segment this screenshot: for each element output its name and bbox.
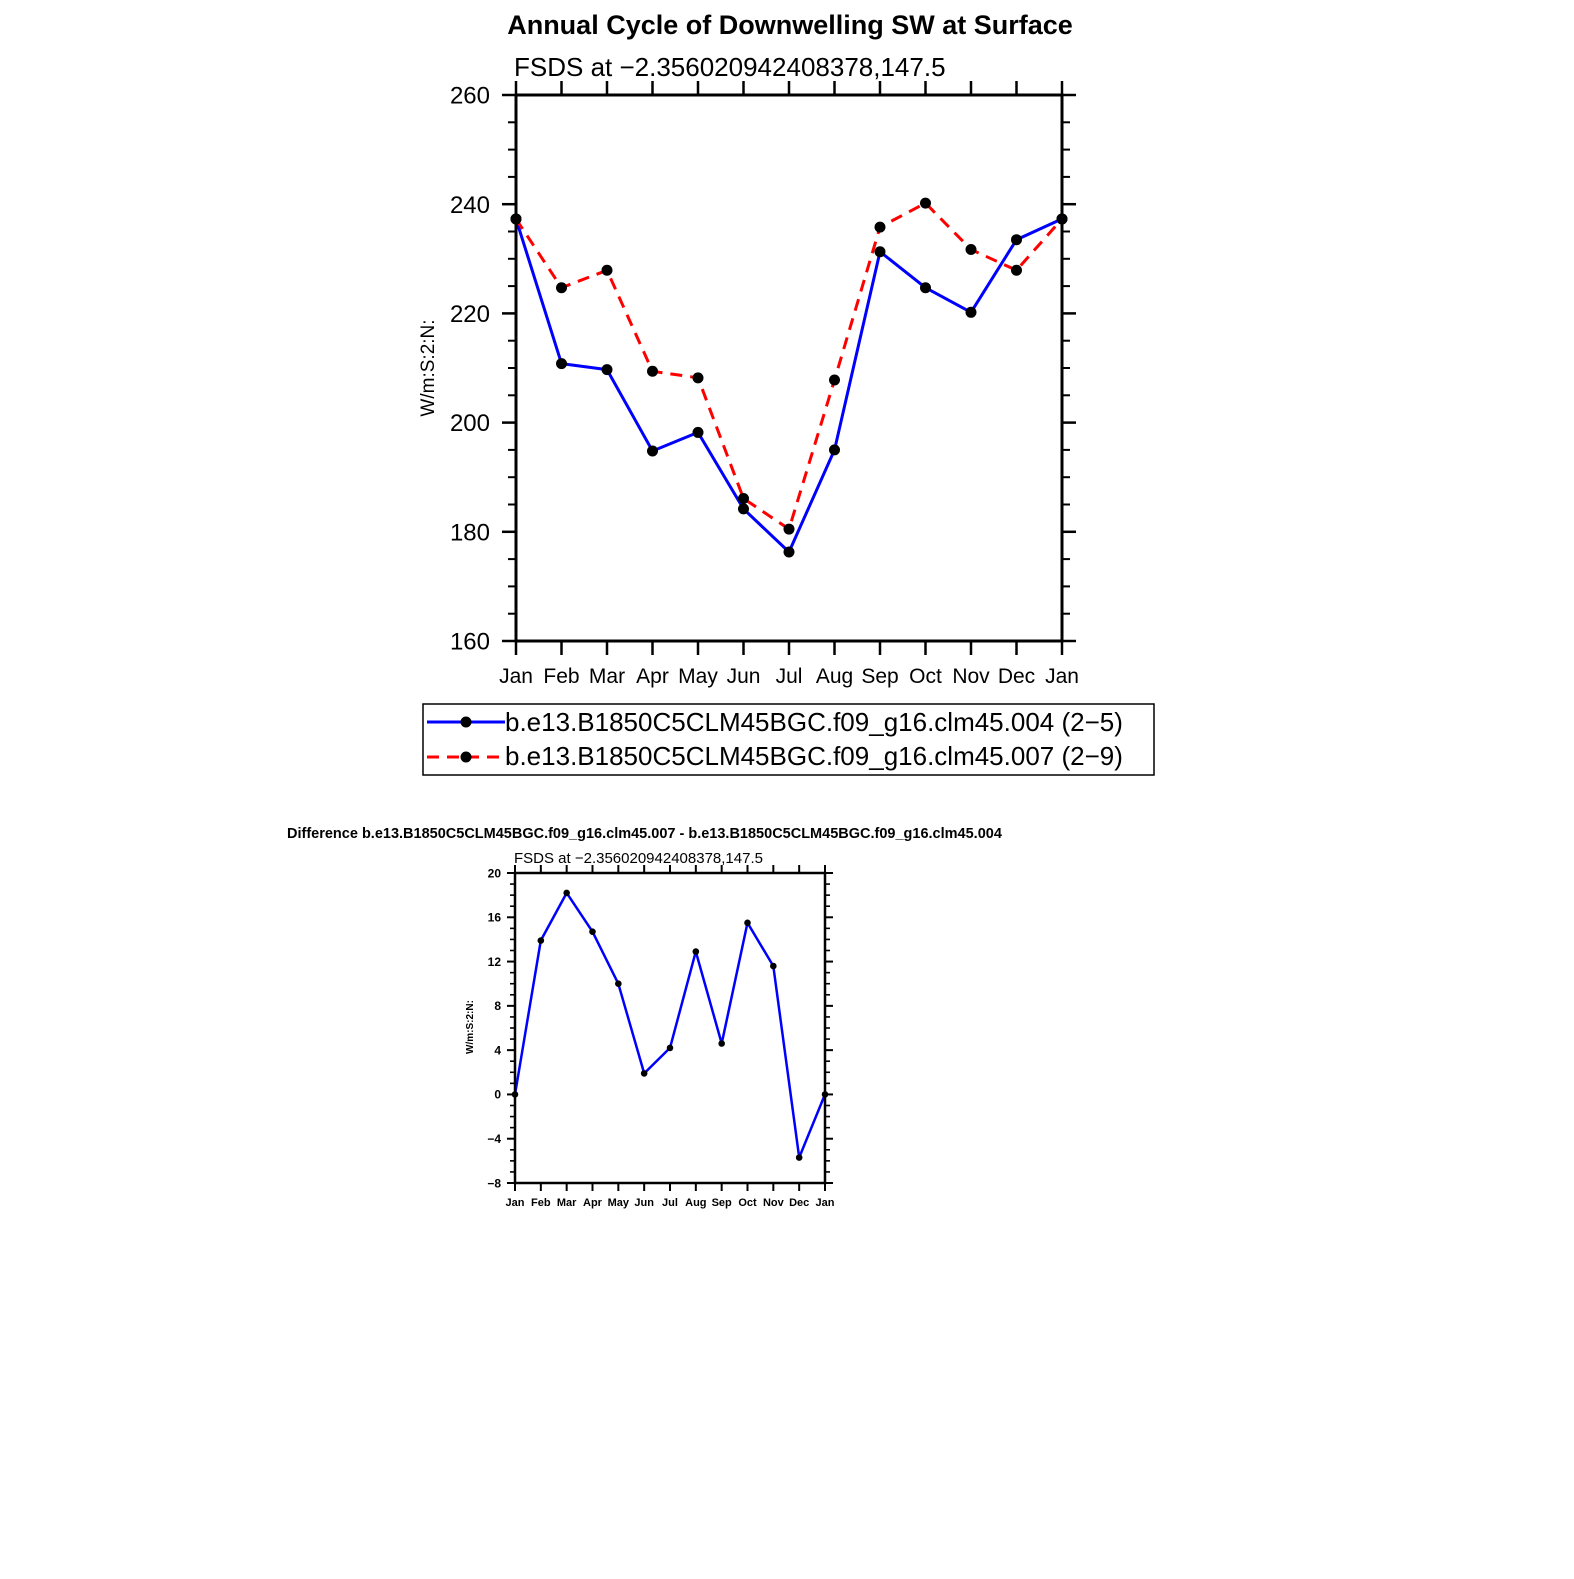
series-1-point-8	[874, 221, 886, 233]
y-tick-label-6: 16	[488, 911, 502, 925]
x-tick-label-2: Mar	[589, 665, 625, 688]
series-0-point-7	[829, 444, 840, 456]
series-1-point-10	[965, 244, 977, 256]
x-tick-label-0: Jan	[506, 1197, 525, 1209]
series-line-0	[514, 217, 1063, 554]
y-tick-label-3: 4	[494, 1043, 501, 1057]
x-tick-label-7: Aug	[685, 1197, 706, 1209]
annual-cycle-chart: Annual Cycle of Downwelling SW at Surfac…	[418, 10, 1155, 776]
y-tick-label-1: −4	[487, 1132, 501, 1146]
x-tick-label-7: Aug	[816, 665, 853, 688]
series-1-point-5	[738, 492, 749, 504]
y-tick-label-2: 200	[450, 410, 490, 437]
series-1-point-9	[920, 197, 931, 209]
series-1-point-4	[692, 372, 704, 384]
x-tick-label-8: Sep	[712, 1197, 732, 1209]
x-tick-label-2: Mar	[557, 1197, 577, 1209]
series-0-point-6	[783, 546, 795, 558]
x-tick-label-12: Jan	[816, 1197, 835, 1209]
series-0-point-4	[615, 980, 622, 988]
x-tick-label-6: Jul	[776, 665, 803, 688]
series-0-point-4	[692, 426, 704, 438]
legend-label-series-2: b.e13.B1850C5CLM45BGC.f09_g16.clm45.007 …	[505, 741, 1123, 771]
chart1-ticks	[502, 81, 1076, 655]
x-tick-label-1: Feb	[531, 1197, 551, 1209]
series-0-point-11	[1011, 234, 1022, 246]
series-0-point-3	[647, 445, 658, 457]
x-tick-label-10: Nov	[763, 1197, 785, 1209]
series-0-point-6	[666, 1044, 674, 1052]
x-tick-label-3: Apr	[636, 665, 669, 688]
x-tick-label-5: Jun	[727, 665, 761, 688]
chart1-tick-labels: Jan Feb Mar Apr May Jun Jul Aug Sep Oct Nov Dec Jan 1…	[450, 83, 1079, 688]
x-tick-label-9: Oct	[738, 1197, 757, 1209]
chart2-ylabel: W/m:S:2:N:	[465, 1000, 476, 1054]
y-tick-label-3: 220	[450, 301, 490, 328]
chart1-plot-frame	[514, 93, 1064, 643]
series-0-point-3	[589, 928, 596, 935]
series-0-point-7	[692, 948, 700, 955]
series-1-point-1	[556, 282, 567, 294]
chart1-series	[510, 197, 1068, 558]
legend-marker-series-2	[460, 751, 472, 763]
series-line-1	[514, 201, 1064, 531]
chart1-title: Annual Cycle of Downwelling SW at Surfac…	[507, 10, 1073, 40]
series-1-point-3	[647, 365, 658, 377]
x-tick-label-1: Feb	[543, 665, 579, 688]
x-tick-label-10: Nov	[952, 665, 990, 688]
difference-chart: Difference b.e13.B1850C5CLM45BGC.f09_g16…	[287, 826, 1002, 1209]
y-tick-label-1: 180	[450, 519, 490, 546]
x-tick-label-8: Sep	[861, 665, 898, 688]
series-line-0	[513, 891, 827, 1159]
x-tick-label-3: Apr	[583, 1197, 603, 1209]
series-1-point-11	[1011, 264, 1022, 276]
legend-marker-series-1	[460, 716, 472, 728]
series-0-point-5	[738, 503, 749, 515]
series-1-point-7	[829, 374, 840, 386]
x-tick-label-5: Jun	[634, 1197, 654, 1209]
series-0-point-5	[640, 1070, 648, 1077]
x-tick-label-9: Oct	[909, 665, 942, 688]
x-tick-label-11: Dec	[789, 1197, 809, 1209]
chart1-subtitle: FSDS at −2.356020942408378,147.5	[514, 52, 946, 82]
chart1-legend: b.e13.B1850C5CLM45BGC.f09_g16.clm45.004 …	[422, 703, 1155, 776]
x-tick-label-0: Jan	[499, 665, 533, 688]
series-0-point-2	[563, 889, 570, 897]
y-tick-label-0: −8	[487, 1176, 501, 1190]
series-0-point-1	[537, 937, 545, 944]
y-tick-label-7: 20	[488, 866, 502, 880]
series-0-point-8	[874, 246, 886, 258]
series-0-point-2	[601, 364, 613, 376]
chart2-tick-labels: Jan Feb Mar Apr May Jun Jul Aug Sep Oct Nov Dec Jan−…	[487, 866, 834, 1209]
legend-box	[422, 703, 1155, 776]
x-tick-label-4: May	[608, 1197, 630, 1209]
series-0-point-10	[770, 962, 777, 970]
series-0-point-9	[920, 282, 931, 294]
series-1-point-6	[783, 523, 795, 535]
series-0-point-1	[556, 358, 567, 370]
y-tick-label-4: 240	[450, 192, 490, 219]
x-tick-label-6: Jul	[662, 1197, 678, 1209]
x-tick-label-12: Jan	[1045, 665, 1079, 688]
series-0-point-10	[965, 306, 977, 318]
y-tick-label-5: 260	[450, 83, 490, 110]
x-tick-label-11: Dec	[998, 665, 1035, 688]
series-0-point-9	[744, 919, 751, 927]
chart2-series	[511, 889, 829, 1161]
series-1-point-2	[601, 264, 613, 276]
chart2-subtitle: FSDS at −2.356020942408378,147.5	[514, 850, 763, 867]
chart2-title: Difference b.e13.B1850C5CLM45BGC.f09_g16…	[287, 826, 1002, 842]
series-0-point-11	[795, 1154, 803, 1161]
x-tick-label-4: May	[678, 665, 718, 688]
y-tick-label-5: 12	[488, 955, 502, 969]
series-0-point-8	[718, 1040, 725, 1047]
chart2-plot-frame	[513, 871, 827, 1185]
y-tick-label-2: 0	[494, 1088, 501, 1102]
legend-label-series-1: b.e13.B1850C5CLM45BGC.f09_g16.clm45.004 …	[505, 707, 1123, 737]
y-tick-label-4: 8	[494, 999, 501, 1013]
chart1-ylabel: W/m:S:2:N:	[418, 319, 439, 416]
y-tick-label-0: 160	[450, 629, 490, 656]
